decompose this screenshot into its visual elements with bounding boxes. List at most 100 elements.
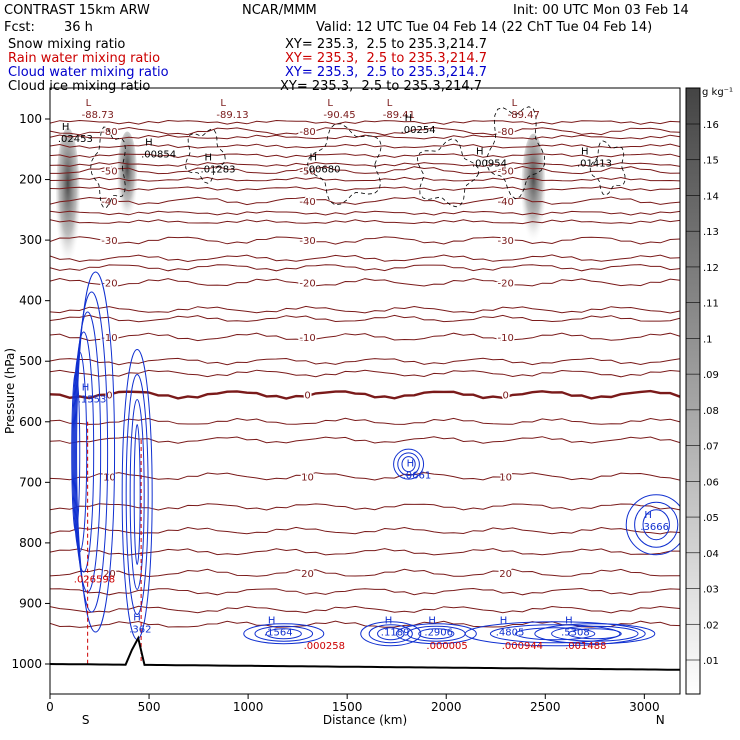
cloud-water-contour xyxy=(634,501,679,548)
extremum-marker: H xyxy=(644,510,652,521)
freezing-level-line xyxy=(50,389,680,400)
cloud-water-contour xyxy=(551,625,639,642)
cloud-water-contour xyxy=(129,398,145,590)
field-name-rain: Rain water mixing ratio xyxy=(8,51,161,66)
isotherm-label: 20 xyxy=(499,569,512,580)
extremum-value: .1564 xyxy=(264,628,293,639)
isotherm-line xyxy=(50,119,680,125)
extremum-value: .00680 xyxy=(306,164,341,175)
fcst-value: 36 h xyxy=(64,20,93,35)
x-tick-label: 500 xyxy=(138,700,161,714)
isotherm-label: -80 xyxy=(497,127,513,138)
isotherm-label: -50 xyxy=(497,166,513,177)
extremum-marker: H xyxy=(62,122,70,133)
x-end-label-north: N xyxy=(656,713,665,727)
cloud-water-contour xyxy=(377,627,405,641)
x-tick-label: 0 xyxy=(46,700,54,714)
field-xy-snow: XY= 235.3, 2.5 to 235.3,214.7 xyxy=(285,37,488,52)
extremum-value: .01413 xyxy=(577,158,612,169)
isotherm-label: -20 xyxy=(299,279,315,290)
extremum-value: .0661 xyxy=(403,470,432,481)
isotherm-line xyxy=(50,503,680,511)
extremum-marker: L xyxy=(86,98,92,109)
isotherm-line xyxy=(50,568,680,578)
extremum-value: .00254 xyxy=(401,125,436,136)
isotherm-label: -30 xyxy=(101,236,117,247)
isotherm-label: 20 xyxy=(301,569,314,580)
cloud-water-contour xyxy=(464,621,646,647)
isotherm-line xyxy=(50,332,680,342)
isotherm-line xyxy=(50,161,680,167)
isotherm-line xyxy=(50,143,680,149)
cloud-water-contour xyxy=(133,423,141,565)
snow-plume xyxy=(117,131,138,222)
extremum-marker: L xyxy=(220,98,226,109)
y-tick-label: 300 xyxy=(19,233,42,247)
isotherm-line xyxy=(50,526,680,535)
valid-time: Valid: 12 UTC Tue 04 Feb 14 (22 ChT Tue … xyxy=(316,20,653,35)
extremum-value: .4805 xyxy=(496,628,525,639)
colorbar-tick-label: .1 xyxy=(703,334,713,345)
extremum-value: -89.13 xyxy=(216,110,248,121)
init-time: Init: 00 UTC Mon 03 Feb 14 xyxy=(513,3,689,18)
extremum-value: .1553 xyxy=(78,395,107,406)
rain-value-label: .001488 xyxy=(565,641,606,652)
cloud-water-contour xyxy=(625,494,680,556)
isotherm-line xyxy=(50,605,680,614)
isotherm-label: 10 xyxy=(499,472,512,483)
y-tick-label: 700 xyxy=(19,475,42,489)
rain-value-label: .000944 xyxy=(502,641,543,652)
cloud-water-contour xyxy=(534,623,656,645)
plot-frame xyxy=(49,87,681,695)
cloud-water-contour xyxy=(76,271,116,633)
rain-value-label: .026598 xyxy=(74,574,115,585)
isotherm-line xyxy=(50,126,680,136)
y-tick-label: 1000 xyxy=(11,657,42,671)
extremum-value: .1189 xyxy=(381,628,410,639)
isotherm-label: -10 xyxy=(299,333,315,344)
y-tick-label: 800 xyxy=(19,536,42,550)
isotherm-label: -50 xyxy=(299,166,315,177)
extremum-value: -90.45 xyxy=(323,110,355,121)
y-tick-label: 500 xyxy=(19,354,42,368)
y-tick-label: 100 xyxy=(19,112,42,126)
colorbar-tick-label: .06 xyxy=(703,477,719,488)
isotherm-label: 10 xyxy=(301,472,314,483)
colorbar-tick-label: .11 xyxy=(703,299,719,310)
isotherm-line xyxy=(50,264,680,272)
colorbar-tick-label: .05 xyxy=(703,513,719,524)
isotherm-line xyxy=(50,236,680,245)
isotherm-label: 0 xyxy=(304,391,310,402)
isotherm-label: -30 xyxy=(299,236,315,247)
isotherm-label: -10 xyxy=(101,333,117,344)
isotherm-line xyxy=(50,417,680,425)
x-end-label-south: S xyxy=(82,713,90,727)
field-name-snow: Snow mixing ratio xyxy=(8,37,126,52)
y-tick-label: 600 xyxy=(19,415,42,429)
fcst-label: Fcst: xyxy=(4,20,35,35)
extremum-value: .3666 xyxy=(640,522,669,533)
isotherm-line xyxy=(50,548,680,556)
colorbar-tick-label: .08 xyxy=(703,406,719,417)
isotherm-line xyxy=(50,587,680,596)
isotherm-label: -50 xyxy=(101,166,117,177)
cloud-ice-contour xyxy=(307,123,382,206)
extremum-marker: H xyxy=(82,383,90,394)
isotherm-line xyxy=(50,165,680,175)
extremum-value: -88.73 xyxy=(82,110,114,121)
colorbar-units: g kg⁻¹ xyxy=(702,87,733,98)
extremum-value: .362 xyxy=(129,625,151,636)
extremum-marker: H xyxy=(405,113,413,124)
cloud-water-contour xyxy=(125,373,149,615)
isotherm-label: -40 xyxy=(101,197,117,208)
cloud-water-contour xyxy=(401,456,416,473)
isotherm-label: -30 xyxy=(497,236,513,247)
cloud-water-contour xyxy=(489,624,621,644)
isotherm-label: -40 xyxy=(299,197,315,208)
snow-plume xyxy=(55,127,80,268)
extremum-value: .00854 xyxy=(141,149,176,160)
colorbar-tick-label: .15 xyxy=(703,156,719,167)
x-axis-label: Distance (km) xyxy=(323,713,407,727)
colorbar-tick-label: .07 xyxy=(703,442,719,453)
